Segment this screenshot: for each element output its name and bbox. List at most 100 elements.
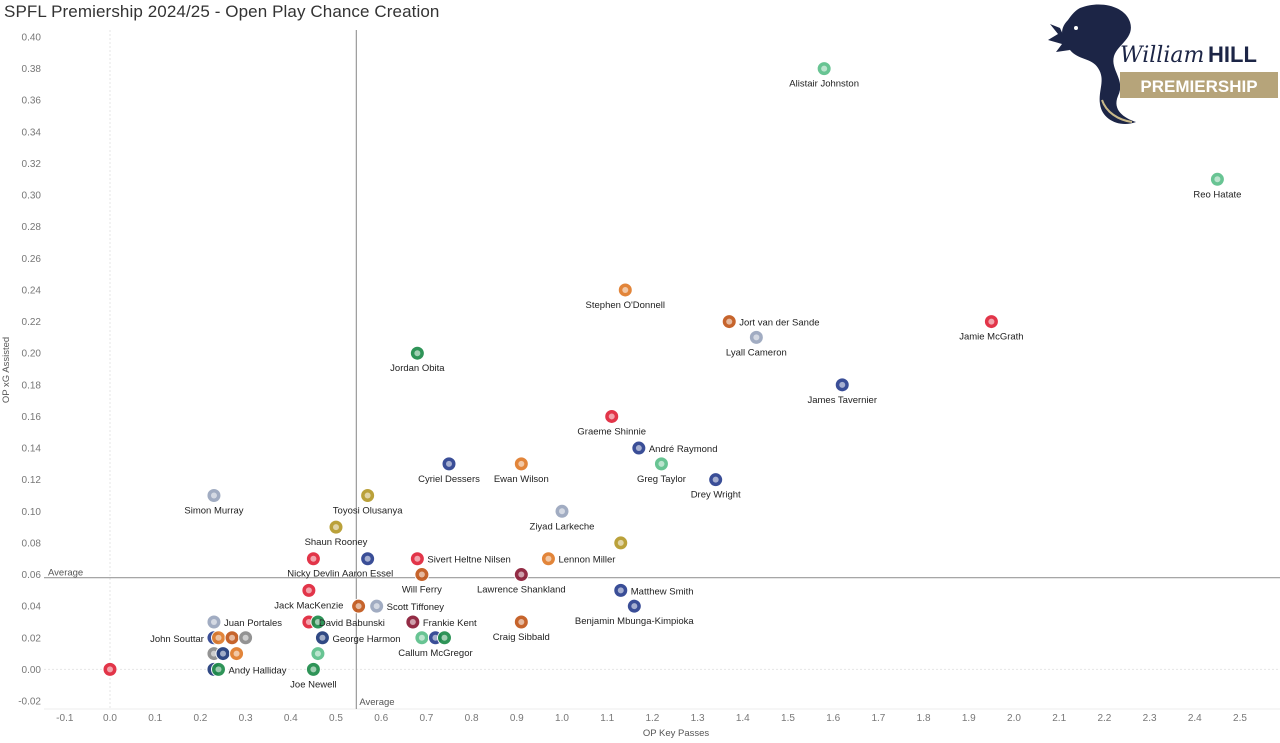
y-tick-label: 0.06 bbox=[22, 570, 42, 581]
point-label: Will Ferry bbox=[402, 585, 442, 596]
x-tick-label: 1.5 bbox=[781, 713, 795, 724]
crest-detail bbox=[355, 603, 362, 610]
x-tick-label: 2.2 bbox=[1097, 713, 1111, 724]
x-tick-label: -0.1 bbox=[56, 713, 74, 724]
data-point[interactable] bbox=[215, 646, 231, 662]
x-tick-label: 0.0 bbox=[103, 713, 117, 724]
data-point[interactable] bbox=[409, 345, 425, 361]
crest-detail bbox=[233, 650, 240, 657]
data-point[interactable] bbox=[613, 582, 629, 598]
crest-detail bbox=[414, 350, 421, 357]
crest-detail bbox=[631, 603, 638, 610]
crest-detail bbox=[364, 492, 371, 499]
y-tick-label: 0.38 bbox=[22, 64, 42, 75]
crest-detail bbox=[210, 650, 217, 657]
x-tick-label: 0.8 bbox=[465, 713, 479, 724]
data-point[interactable] bbox=[360, 551, 376, 567]
data-point[interactable] bbox=[816, 61, 832, 77]
y-tick-label: 0.08 bbox=[22, 538, 42, 549]
data-point[interactable] bbox=[206, 614, 222, 630]
crest-detail bbox=[210, 618, 217, 625]
data-point[interactable] bbox=[305, 551, 321, 567]
y-tick-label: 0.16 bbox=[22, 412, 42, 423]
data-point[interactable] bbox=[748, 329, 764, 345]
data-point[interactable] bbox=[513, 456, 529, 472]
crest-detail bbox=[545, 555, 552, 562]
data-point[interactable] bbox=[102, 661, 118, 677]
data-point[interactable] bbox=[351, 598, 367, 614]
data-point[interactable] bbox=[983, 314, 999, 330]
data-point[interactable] bbox=[631, 440, 647, 456]
data-point[interactable] bbox=[653, 456, 669, 472]
point-label: Lawrence Shankland bbox=[477, 585, 566, 596]
data-point[interactable] bbox=[414, 630, 430, 646]
point-labels: Alistair Johnston Reo Hatate Stephen O'Don… bbox=[150, 79, 1241, 691]
x-tick-label: 1.0 bbox=[555, 713, 569, 724]
data-point[interactable] bbox=[414, 567, 430, 583]
crest-detail bbox=[305, 618, 312, 625]
data-point[interactable] bbox=[613, 535, 629, 551]
y-tick-label: 0.10 bbox=[22, 507, 42, 518]
data-point[interactable] bbox=[721, 314, 737, 330]
point-label: Graeme Shinnie bbox=[577, 426, 646, 437]
x-tick-label: 0.2 bbox=[193, 713, 207, 724]
data-point[interactable] bbox=[310, 614, 326, 630]
data-point[interactable] bbox=[708, 472, 724, 488]
point-label: André Raymond bbox=[649, 444, 718, 455]
data-point[interactable] bbox=[626, 598, 642, 614]
point-label: Aaron Essel bbox=[342, 569, 393, 580]
data-point[interactable] bbox=[540, 551, 556, 567]
point-label: Jordan Obita bbox=[390, 363, 445, 374]
data-point[interactable] bbox=[360, 487, 376, 503]
crest-detail bbox=[839, 381, 846, 388]
data-point[interactable] bbox=[238, 630, 254, 646]
crest-detail bbox=[220, 650, 226, 657]
data-point[interactable] bbox=[513, 567, 529, 583]
y-tick-label: 0.26 bbox=[22, 254, 42, 265]
point-label: Joe Newell bbox=[290, 679, 336, 690]
data-point[interactable] bbox=[369, 598, 385, 614]
data-point[interactable] bbox=[513, 614, 529, 630]
data-point[interactable] bbox=[210, 630, 226, 646]
point-label: Jamie McGrath bbox=[959, 332, 1023, 343]
data-point[interactable] bbox=[210, 661, 226, 677]
data-point[interactable] bbox=[617, 282, 633, 298]
data-point[interactable] bbox=[301, 582, 317, 598]
y-tick-label: 0.20 bbox=[22, 349, 42, 360]
data-point[interactable] bbox=[441, 456, 457, 472]
data-point[interactable] bbox=[305, 661, 321, 677]
point-label: Ziyad Larkeche bbox=[530, 521, 595, 532]
x-tick-label: 1.3 bbox=[691, 713, 705, 724]
data-point[interactable] bbox=[328, 519, 344, 535]
data-point[interactable] bbox=[314, 630, 330, 646]
data-point[interactable] bbox=[436, 630, 452, 646]
point-label: Shaun Rooney bbox=[305, 537, 368, 548]
x-tick-label: 1.6 bbox=[826, 713, 840, 724]
y-average-label: Average bbox=[48, 568, 83, 579]
data-point[interactable] bbox=[206, 487, 222, 503]
y-tick-label: 0.24 bbox=[22, 285, 42, 296]
data-point[interactable] bbox=[409, 551, 425, 567]
crest-detail bbox=[310, 666, 317, 673]
point-label: Ewan Wilson bbox=[494, 474, 549, 485]
x-tick-label: 0.4 bbox=[284, 713, 298, 724]
crest-detail bbox=[319, 634, 326, 641]
data-point[interactable] bbox=[405, 614, 421, 630]
data-point[interactable] bbox=[554, 503, 570, 519]
point-label: David Babunski bbox=[319, 618, 385, 629]
crest-detail bbox=[107, 666, 113, 673]
data-point[interactable] bbox=[224, 630, 240, 646]
point-label: Toyosi Olusanya bbox=[333, 505, 403, 516]
data-point[interactable] bbox=[229, 646, 245, 662]
data-point[interactable] bbox=[834, 377, 850, 393]
point-label: Simon Murray bbox=[184, 505, 243, 516]
data-point[interactable] bbox=[310, 646, 326, 662]
data-point[interactable] bbox=[1209, 171, 1225, 187]
crest-detail bbox=[753, 334, 760, 341]
crest-detail bbox=[242, 634, 249, 641]
data-point[interactable] bbox=[604, 408, 620, 424]
y-tick-label: 0.04 bbox=[22, 602, 42, 613]
point-label: Reo Hatate bbox=[1193, 189, 1241, 200]
y-tick-label: 0.30 bbox=[22, 191, 42, 202]
